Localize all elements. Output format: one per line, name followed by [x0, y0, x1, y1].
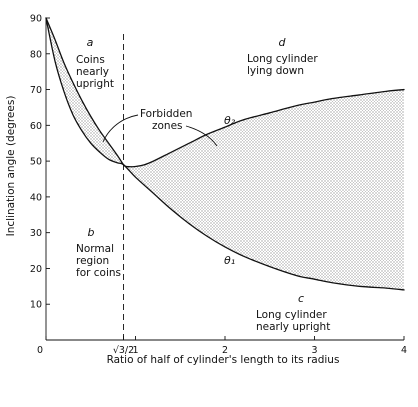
forbidden-arrow-right — [185, 125, 218, 147]
y-tick-label: 90 — [30, 14, 42, 25]
forbidden-line-2: zones — [152, 120, 183, 132]
forbidden-arrow-left — [102, 114, 139, 143]
region-a-letter: a — [87, 36, 94, 49]
forbidden-zone-left — [46, 18, 124, 165]
region-a-line-2: nearly — [76, 66, 109, 78]
y-tick-label: 60 — [30, 121, 42, 132]
theta2-curve — [45, 17, 405, 168]
region-b-annotation: b Normal region for coins — [76, 226, 121, 279]
region-a-line-3: upright — [76, 78, 114, 90]
plot-area — [45, 17, 405, 340]
region-d-letter: d — [279, 36, 287, 49]
x-tick-label: 2 — [222, 345, 228, 356]
forbidden-zone-right — [123, 89, 404, 290]
y-tick-label: 10 — [30, 300, 42, 311]
y-tick-label: 40 — [30, 192, 42, 203]
theta1-label: θ₁ — [224, 254, 235, 267]
region-b-line-1: Normal — [76, 243, 114, 255]
x-tick-label: 1 — [132, 345, 138, 356]
y-tick-label: 80 — [30, 49, 42, 60]
x-tick-label: 4 — [401, 345, 407, 356]
region-b-line-3: for coins — [76, 267, 121, 279]
region-b-letter: b — [88, 226, 95, 239]
region-d-line-1: Long cylinder — [247, 53, 318, 65]
region-c-letter: c — [298, 292, 304, 305]
theta2-label: θ₂ — [224, 114, 236, 127]
y-ticks: 10 20 30 40 50 60 70 80 90 — [30, 14, 50, 311]
region-a-line-1: Coins — [76, 54, 105, 66]
forbidden-zones-annotation: Forbidden zones — [102, 108, 218, 147]
axes: 0 √3/21 2 3 4 10 20 30 40 50 60 70 80 90 — [30, 14, 407, 357]
region-c-line-1: Long cylinder — [256, 309, 327, 321]
x-tick-label: 0 — [37, 345, 43, 356]
x-axis-label: Ratio of half of cylinder's length to it… — [107, 354, 340, 366]
region-d-line-2: lying down — [247, 65, 304, 77]
theta1-curve — [45, 17, 405, 291]
x-ticks: 0 √3/21 2 3 4 — [37, 336, 407, 356]
region-b-line-2: region — [76, 255, 109, 267]
region-a-annotation: a Coins nearly upright — [76, 36, 114, 90]
x-tick-label: 3 — [311, 345, 317, 356]
region-d-annotation: d Long cylinder lying down — [247, 36, 318, 77]
x-tick-label: √3/2 — [113, 345, 134, 356]
forbidden-line-1: Forbidden — [140, 108, 192, 120]
region-c-line-2: nearly upright — [256, 321, 330, 333]
region-c-annotation: c Long cylinder nearly upright — [256, 292, 330, 333]
y-axis-label: Inclination angle (degrees) — [5, 96, 17, 237]
y-tick-label: 30 — [30, 228, 42, 239]
y-tick-label: 50 — [30, 157, 42, 168]
y-tick-label: 20 — [30, 264, 42, 275]
y-tick-label: 70 — [30, 85, 42, 96]
